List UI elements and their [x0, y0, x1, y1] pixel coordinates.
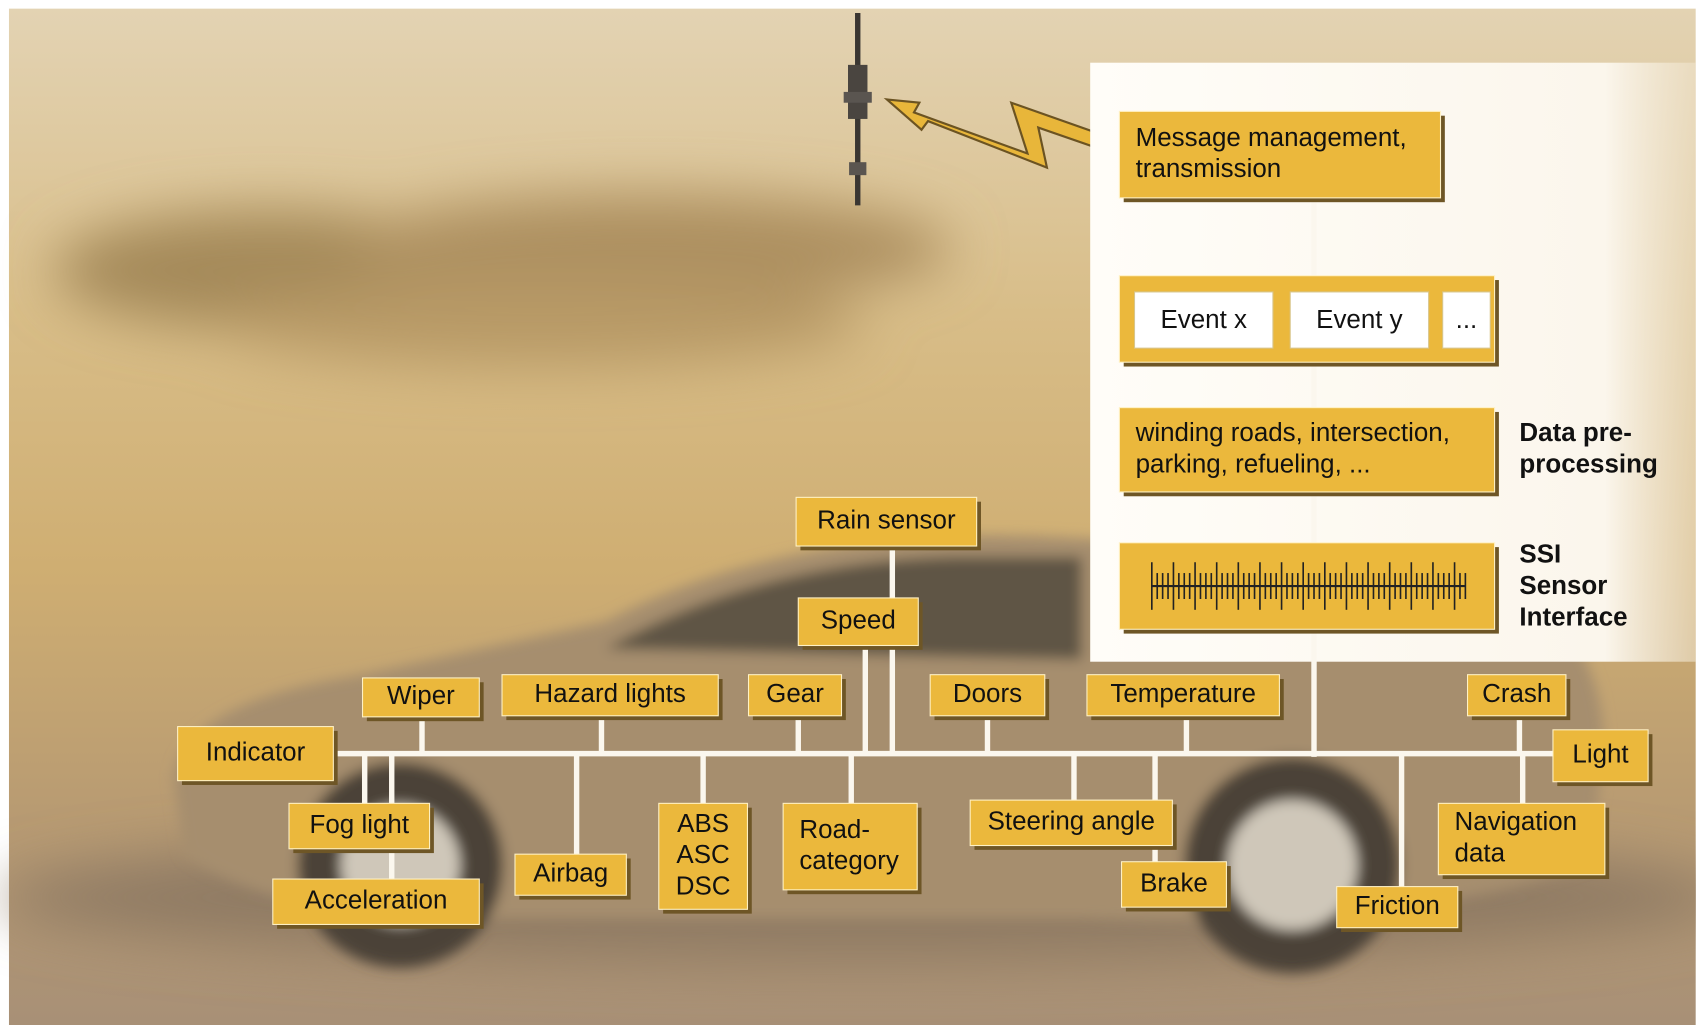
box [1121, 861, 1227, 908]
label: Message management, [1136, 124, 1407, 152]
label: Data pre- [1519, 419, 1631, 447]
label: Temperature [1110, 680, 1256, 708]
label: Light [1572, 741, 1629, 769]
event-box [1442, 291, 1491, 349]
label: DSC [676, 873, 731, 901]
box [272, 878, 480, 925]
label: ABS [677, 810, 729, 838]
box [795, 496, 978, 547]
box [177, 726, 334, 782]
label: Fog light [310, 811, 410, 839]
box [1552, 729, 1649, 783]
label: Sensor [1519, 572, 1607, 600]
antenna [843, 12, 872, 206]
label: parking, refueling, ... [1136, 450, 1371, 478]
box [361, 677, 480, 718]
label: Hazard lights [534, 680, 685, 708]
label: Crash [1482, 680, 1551, 708]
box [929, 674, 1046, 717]
label: ASC [676, 841, 729, 869]
box [288, 802, 431, 850]
box [658, 802, 748, 910]
label: category [799, 847, 899, 875]
label: Road- [799, 816, 870, 844]
box [1437, 802, 1606, 876]
event-box [1133, 291, 1274, 349]
label: Rain sensor [817, 507, 956, 535]
box [1118, 110, 1442, 199]
label: winding roads, intersection, [1135, 419, 1450, 447]
label: Steering angle [988, 808, 1155, 836]
label: data [1455, 840, 1506, 868]
label: Doors [953, 680, 1022, 708]
box [747, 674, 843, 717]
event-label: ... [1456, 306, 1478, 334]
event-label: Event y [1316, 306, 1403, 334]
label: Indicator [206, 738, 306, 766]
box [1086, 674, 1280, 717]
label: Gear [766, 680, 824, 708]
box [1118, 407, 1496, 493]
box [797, 597, 919, 647]
label: Acceleration [305, 887, 448, 915]
connectors [335, 197, 1556, 887]
box [1467, 674, 1567, 717]
box [969, 799, 1173, 847]
event-label: Event x [1160, 306, 1247, 334]
box [782, 802, 918, 891]
boxes: Message management, transmission Event x Ev… [177, 110, 1658, 933]
label: Friction [1355, 892, 1440, 920]
event-box [1289, 291, 1430, 349]
label: SSI [1519, 541, 1561, 569]
box [514, 853, 627, 896]
label: Airbag [533, 860, 608, 888]
label: Wiper [387, 682, 455, 710]
box [501, 674, 719, 717]
box [1336, 886, 1459, 929]
label: Brake [1140, 869, 1208, 897]
label: processing [1519, 450, 1657, 478]
label: Interface [1519, 603, 1627, 631]
label: Speed [821, 607, 896, 635]
label: transmission [1136, 155, 1282, 183]
label: Navigation [1455, 808, 1578, 836]
